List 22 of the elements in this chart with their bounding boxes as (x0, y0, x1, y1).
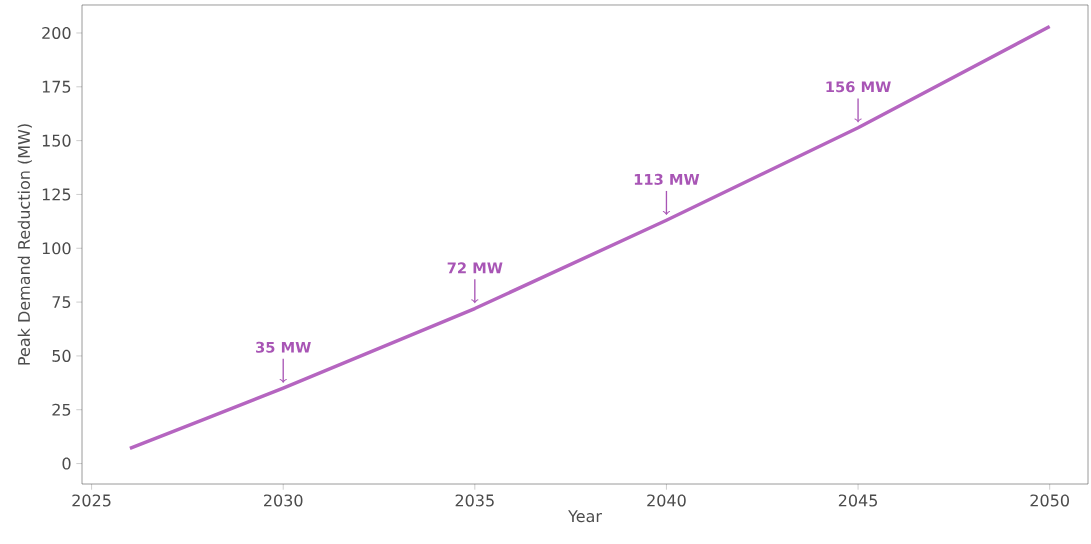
y-tick-label: 75 (52, 296, 71, 309)
y-tick-label: 0 (62, 457, 71, 470)
y-tick-label: 50 (52, 349, 71, 362)
y-tick-label: 100 (42, 242, 71, 255)
y-tick-label: 150 (42, 134, 71, 147)
x-axis-title: Year (568, 510, 602, 523)
y-tick-label: 200 (42, 26, 71, 40)
y-tick-label: 25 (52, 403, 71, 416)
y-tick-label: 125 (42, 188, 71, 201)
x-tick-label: 2050 (1030, 494, 1069, 507)
x-tick-label: 2045 (838, 494, 878, 507)
annotation: 35 MW (256, 341, 311, 353)
annotation: 113 MW (634, 173, 700, 185)
x-tick-label: 2030 (264, 494, 303, 507)
annotation: 156 MW (826, 81, 891, 93)
annotation: 72 MW (447, 262, 503, 274)
x-tick-label: 2025 (72, 494, 111, 507)
y-axis-title: Peak Demand Reduction (MW) (17, 124, 32, 365)
y-tick-label: 175 (42, 80, 71, 93)
x-tick-label: 2035 (455, 494, 494, 507)
line-series (128, 24, 1052, 451)
x-tick-label: 2040 (647, 494, 686, 507)
